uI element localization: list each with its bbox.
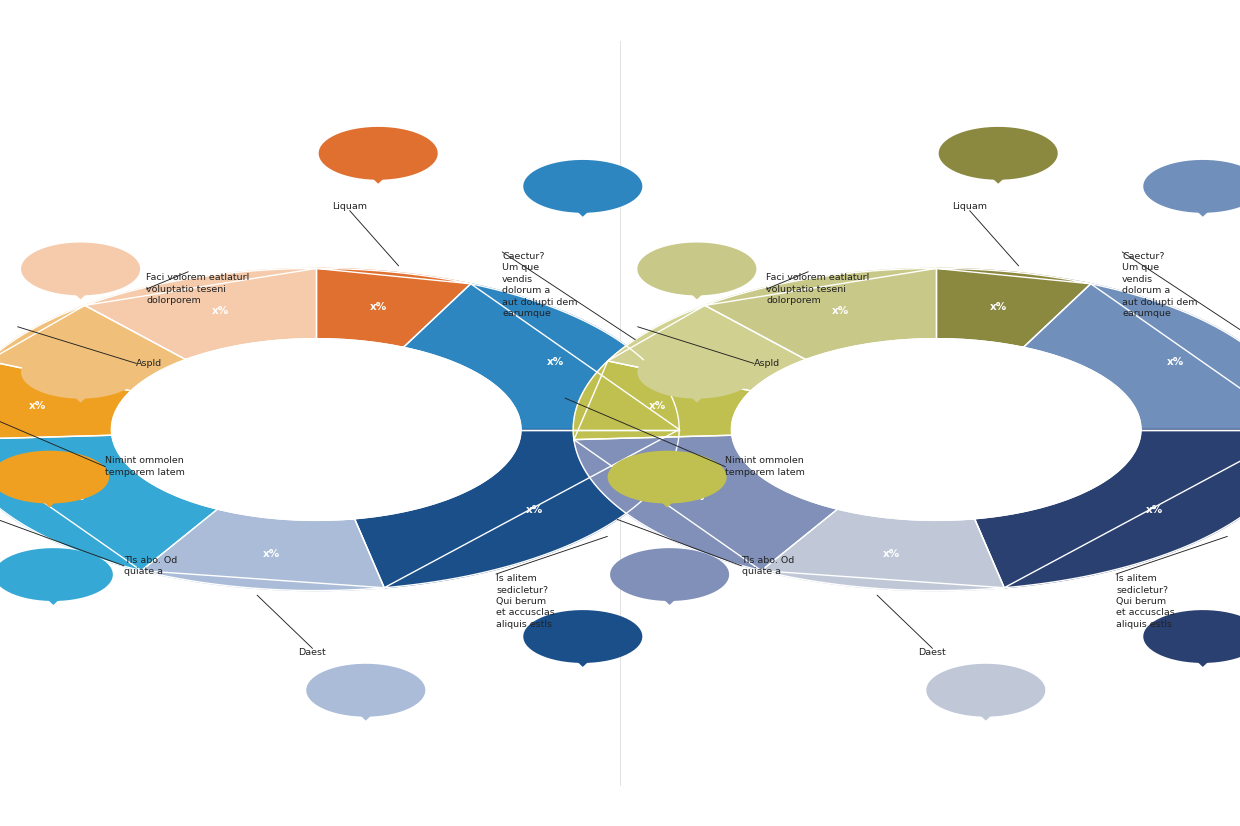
Polygon shape: [112, 339, 521, 520]
Polygon shape: [356, 163, 401, 183]
Polygon shape: [637, 346, 756, 399]
Polygon shape: [573, 361, 751, 439]
Text: x%: x%: [1167, 357, 1184, 367]
Text: Faci volorem eatlaturl
voluptatio teseni
dolorporem: Faci volorem eatlaturl voluptatio teseni…: [766, 273, 869, 305]
Text: x%: x%: [370, 301, 387, 311]
Text: Faci volorem eatlaturl
voluptatio teseni
dolorporem: Faci volorem eatlaturl voluptatio teseni…: [146, 273, 249, 305]
Polygon shape: [0, 361, 131, 439]
Text: x%: x%: [83, 347, 100, 358]
Text: x%: x%: [703, 347, 720, 358]
Polygon shape: [732, 339, 1141, 520]
Polygon shape: [976, 163, 1021, 183]
Polygon shape: [343, 700, 388, 720]
Polygon shape: [637, 243, 756, 296]
Text: x%: x%: [1146, 505, 1163, 515]
Text: x%: x%: [547, 357, 564, 367]
Polygon shape: [560, 196, 605, 216]
Text: x%: x%: [688, 492, 706, 502]
Text: Nimint ommolen
temporem latem: Nimint ommolen temporem latem: [725, 457, 805, 477]
Text: x%: x%: [990, 301, 1007, 311]
Polygon shape: [21, 346, 140, 399]
Polygon shape: [27, 487, 72, 507]
Polygon shape: [403, 284, 680, 430]
Polygon shape: [704, 268, 936, 359]
Polygon shape: [306, 664, 425, 717]
Text: Is alitem
sedicletur?
Qui berum
et accusclas
aliquis estls: Is alitem sedicletur? Qui berum et accus…: [496, 574, 554, 629]
Polygon shape: [58, 278, 103, 299]
Text: Aspld: Aspld: [136, 359, 162, 368]
Polygon shape: [0, 435, 217, 571]
Text: x%: x%: [649, 401, 666, 411]
Polygon shape: [523, 160, 642, 213]
Polygon shape: [647, 584, 692, 605]
Polygon shape: [975, 430, 1240, 588]
Polygon shape: [675, 278, 719, 299]
Text: Nimint ommolen
temporem latem: Nimint ommolen temporem latem: [105, 457, 185, 477]
Polygon shape: [560, 646, 605, 667]
Polygon shape: [1180, 646, 1225, 667]
Text: Tls abo. Od
quiate a: Tls abo. Od quiate a: [124, 556, 177, 576]
Polygon shape: [675, 382, 719, 402]
Polygon shape: [355, 430, 680, 588]
Polygon shape: [21, 243, 140, 296]
Polygon shape: [574, 435, 837, 571]
Text: Caectur?
Um que
vendis
dolorum a
aut dolupti dem
earumque: Caectur? Um que vendis dolorum a aut dol…: [502, 252, 578, 318]
Polygon shape: [1143, 610, 1240, 663]
Polygon shape: [319, 127, 438, 180]
Polygon shape: [963, 700, 1008, 720]
Polygon shape: [608, 306, 806, 391]
Text: Aspld: Aspld: [754, 359, 780, 368]
Text: Daest: Daest: [299, 648, 326, 657]
Polygon shape: [84, 268, 316, 359]
Text: x%: x%: [526, 505, 543, 515]
Polygon shape: [1180, 196, 1225, 216]
Text: x%: x%: [883, 549, 900, 559]
Polygon shape: [608, 451, 727, 504]
Text: x%: x%: [263, 549, 280, 559]
Polygon shape: [31, 584, 76, 605]
Polygon shape: [645, 487, 689, 507]
Polygon shape: [1143, 160, 1240, 213]
Text: Liquam: Liquam: [952, 202, 987, 211]
Polygon shape: [523, 610, 642, 663]
Text: Liquam: Liquam: [332, 202, 367, 211]
Polygon shape: [610, 548, 729, 601]
Text: Is alitem
sedicletur?
Qui berum
et accusclas
aliquis estls: Is alitem sedicletur? Qui berum et accus…: [1116, 574, 1174, 629]
Polygon shape: [0, 306, 186, 391]
Text: Caectur?
Um que
vendis
dolorum a
aut dolupti dem
earumque: Caectur? Um que vendis dolorum a aut dol…: [1122, 252, 1198, 318]
Polygon shape: [936, 268, 1091, 347]
Polygon shape: [316, 268, 471, 347]
Text: Tls abo. Od
quiate a: Tls abo. Od quiate a: [742, 556, 795, 576]
Text: x%: x%: [831, 306, 848, 316]
Text: Daest: Daest: [919, 648, 946, 657]
Polygon shape: [1023, 284, 1240, 430]
Text: x%: x%: [211, 306, 228, 316]
Text: x%: x%: [29, 401, 46, 411]
Polygon shape: [0, 451, 109, 504]
Text: x%: x%: [68, 492, 86, 502]
Polygon shape: [761, 509, 1004, 591]
Polygon shape: [0, 548, 113, 601]
Polygon shape: [141, 509, 384, 591]
Polygon shape: [926, 664, 1045, 717]
Polygon shape: [939, 127, 1058, 180]
Polygon shape: [58, 382, 103, 402]
